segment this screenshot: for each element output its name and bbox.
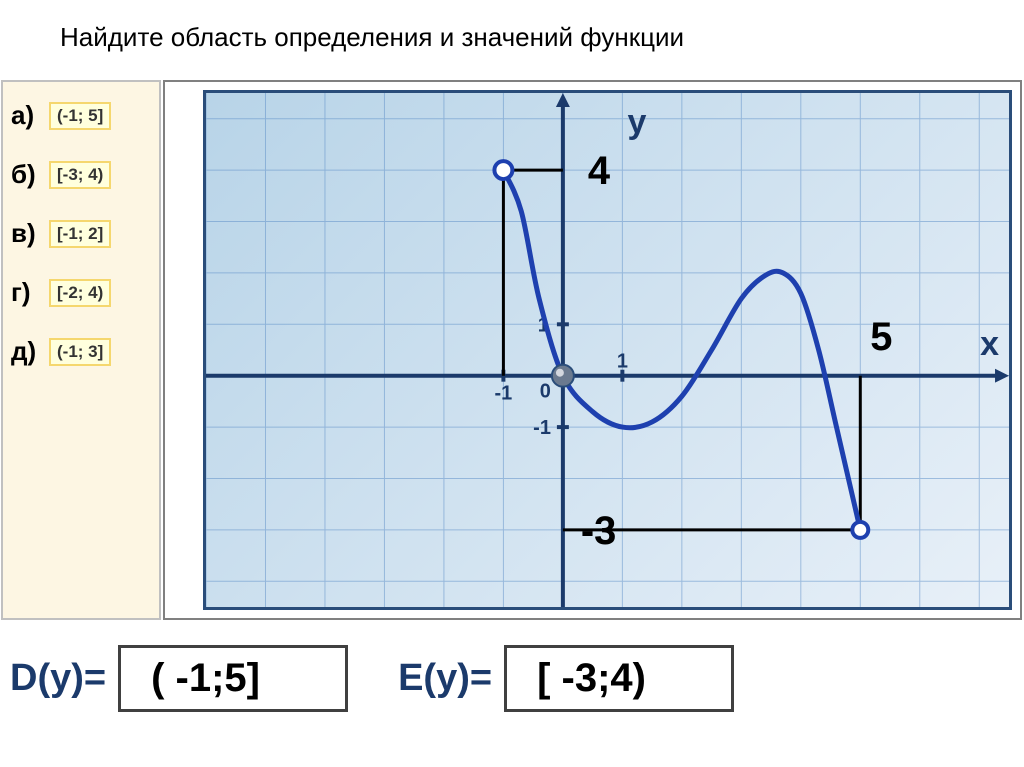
svg-text:-1: -1 xyxy=(495,383,513,405)
svg-text:5: 5 xyxy=(870,315,892,359)
chart-svg: 1-11-104-35 xyxy=(206,93,1009,607)
option-letter-v: в) xyxy=(11,218,41,249)
option-row: б) [-3; 4) xyxy=(11,159,159,190)
e-of-y-label: E(y)= xyxy=(398,657,492,700)
options-panel: а) (-1; 5] б) [-3; 4) в) [-1; 2] г) [-2;… xyxy=(1,80,161,620)
option-box-a[interactable]: (-1; 5] xyxy=(49,102,111,130)
page-title: Найдите область определения и значений ф… xyxy=(60,22,684,53)
option-row: д) (-1; 3] xyxy=(11,336,159,367)
y-axis-label: y xyxy=(628,103,647,142)
option-box-v[interactable]: [-1; 2] xyxy=(49,220,111,248)
svg-text:-1: -1 xyxy=(533,417,551,439)
option-letter-b: б) xyxy=(11,159,41,190)
svg-text:1: 1 xyxy=(617,351,628,373)
chart-container: 1-11-104-35 y x xyxy=(163,80,1022,620)
option-box-g[interactable]: [-2; 4) xyxy=(49,279,111,307)
option-letter-g: г) xyxy=(11,277,41,308)
svg-text:4: 4 xyxy=(588,149,610,193)
x-axis-label: x xyxy=(980,325,999,364)
d-of-y-label: D(y)= xyxy=(10,657,106,700)
svg-text:0: 0 xyxy=(540,381,551,403)
option-letter-a: а) xyxy=(11,100,41,131)
option-row: а) (-1; 5] xyxy=(11,100,159,131)
e-of-y-value: [ -3;4) xyxy=(504,645,734,712)
option-row: в) [-1; 2] xyxy=(11,218,159,249)
option-letter-d: д) xyxy=(11,336,41,367)
option-box-d[interactable]: (-1; 3] xyxy=(49,338,111,366)
chart-plot-area: 1-11-104-35 y x xyxy=(203,90,1012,610)
answer-row: D(y)= ( -1;5] E(y)= [ -3;4) xyxy=(0,645,1024,712)
option-row: г) [-2; 4) xyxy=(11,277,159,308)
svg-text:-3: -3 xyxy=(581,509,616,553)
d-of-y-value: ( -1;5] xyxy=(118,645,348,712)
option-box-b[interactable]: [-3; 4) xyxy=(49,161,111,189)
